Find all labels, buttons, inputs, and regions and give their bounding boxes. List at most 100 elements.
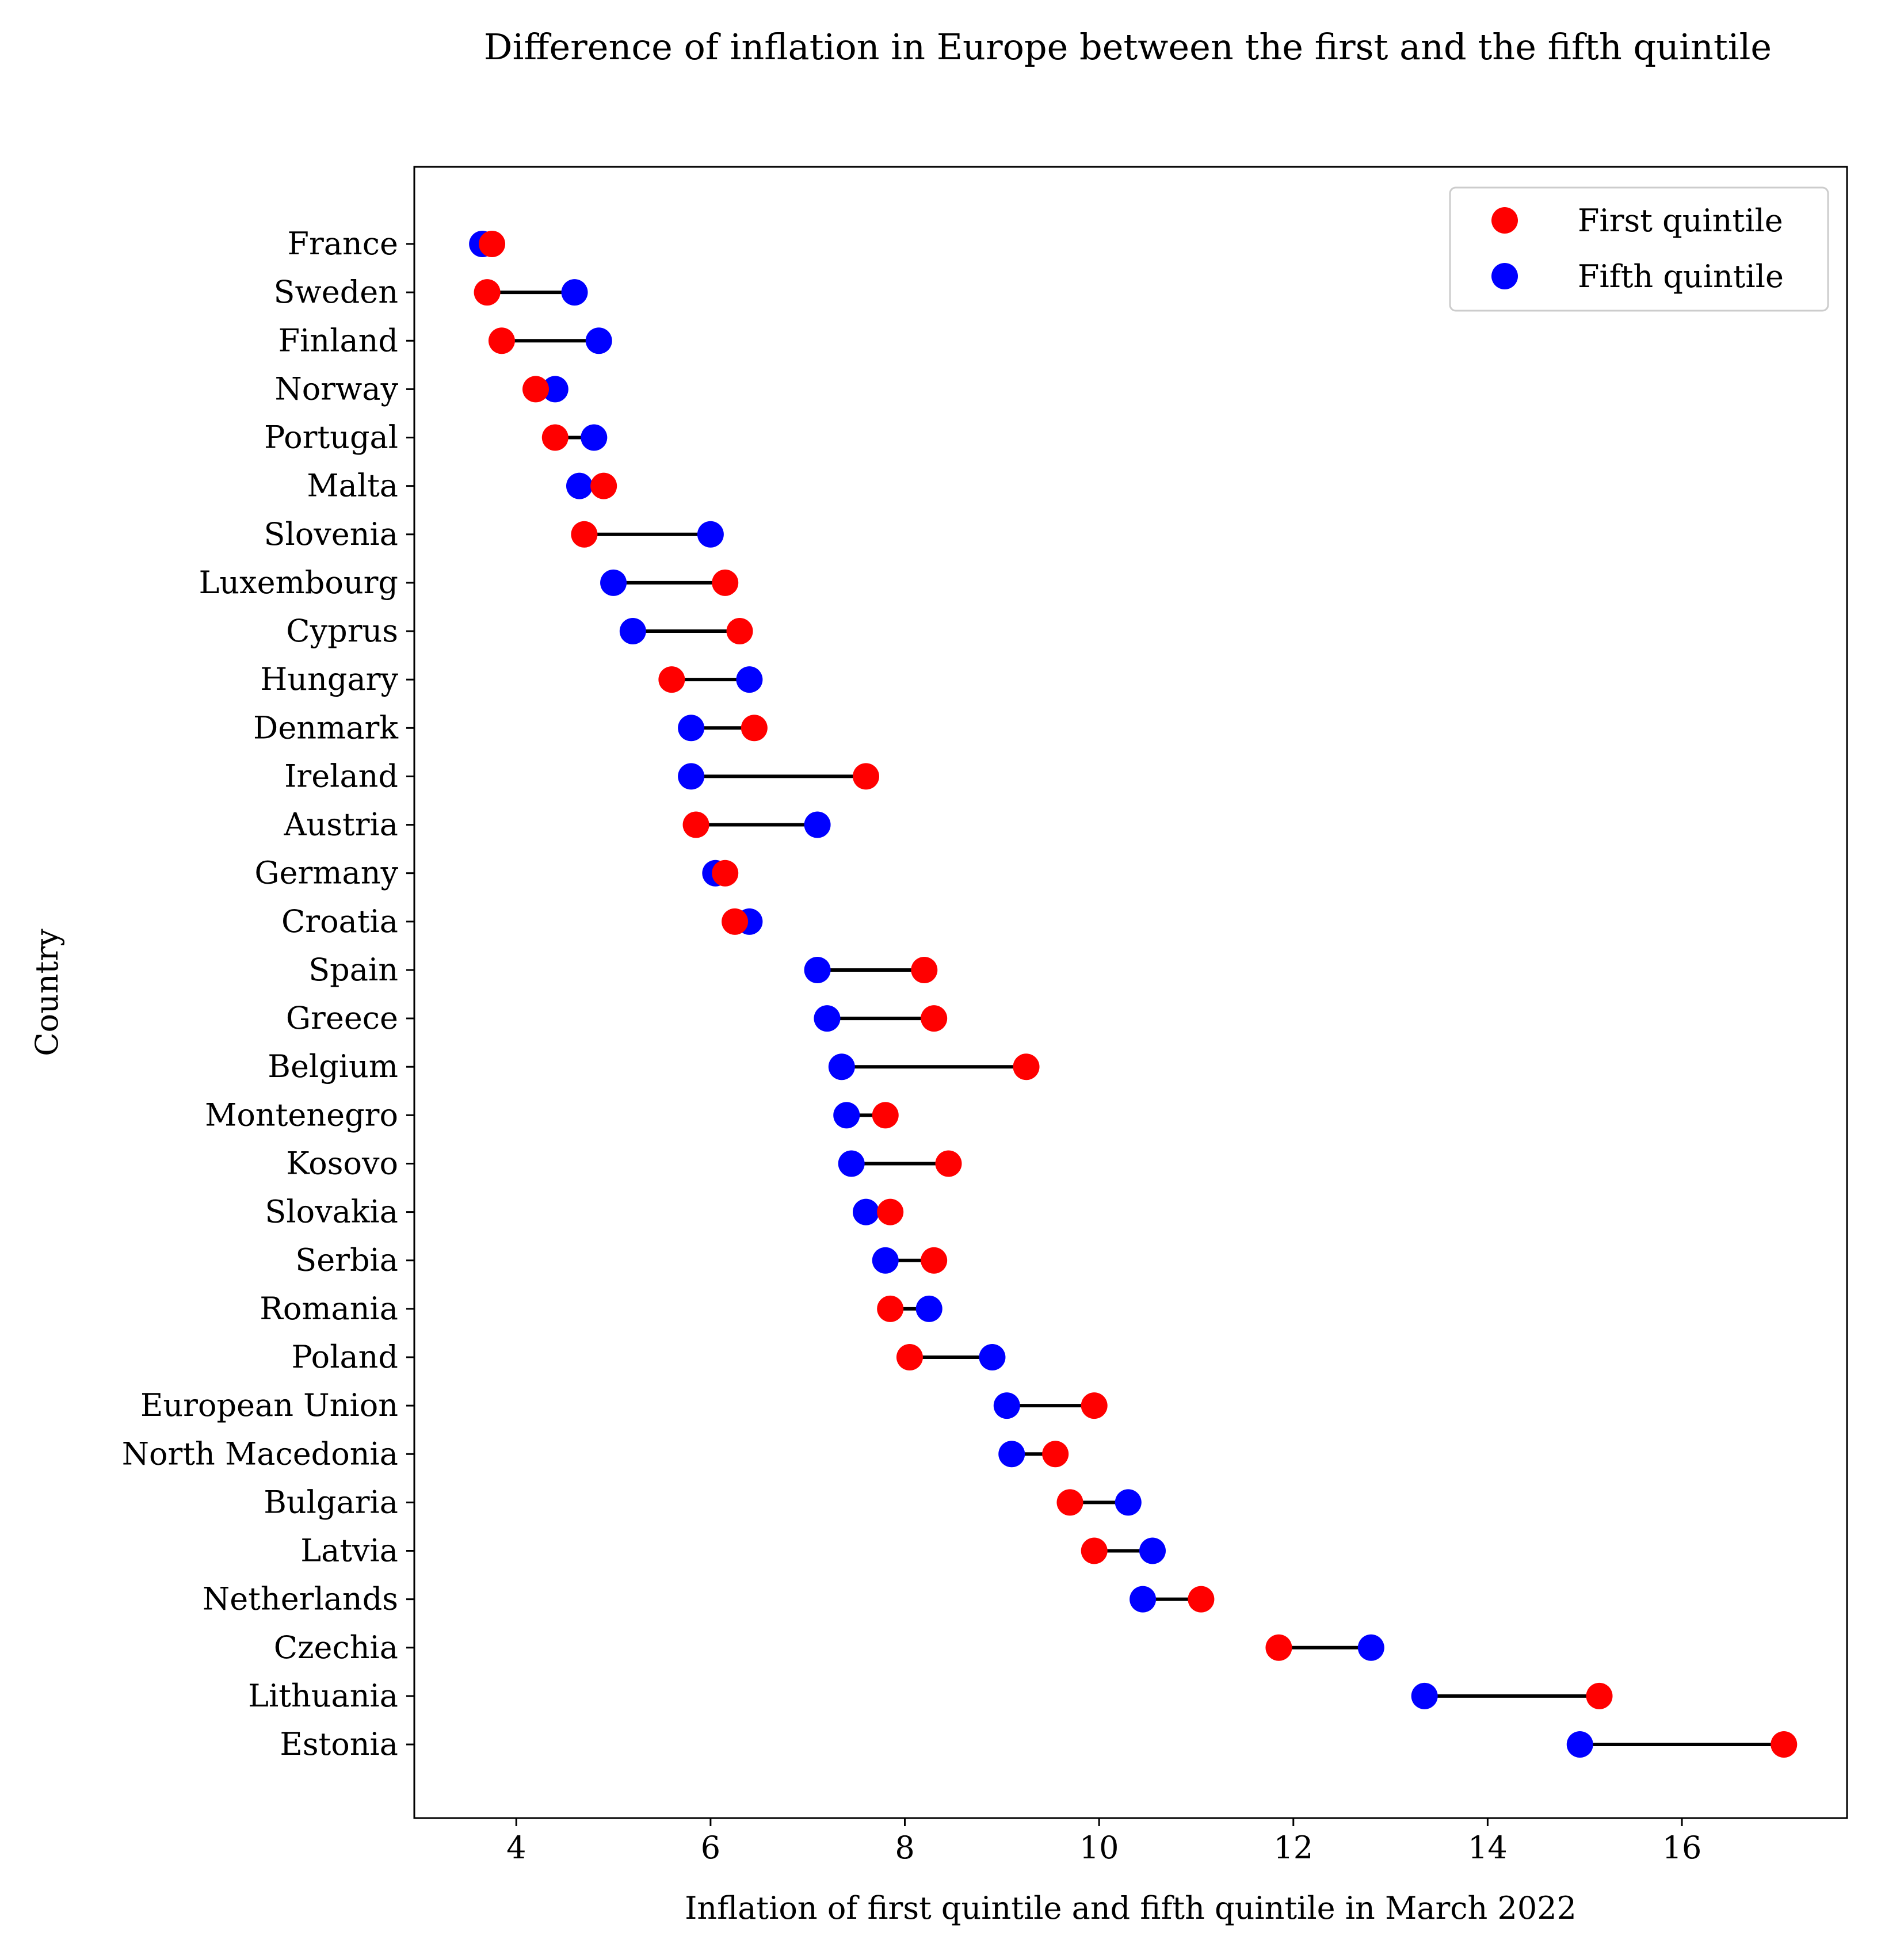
y-tick-label: Hungary: [260, 661, 398, 697]
y-tick-label: Serbia: [295, 1242, 398, 1278]
y-tick-label: Finland: [278, 322, 398, 358]
first-quintile-point: [571, 521, 598, 548]
x-tick-label: 6: [701, 1830, 720, 1866]
chart-title: Difference of inflation in Europe betwee…: [484, 26, 1772, 68]
first-quintile-point: [682, 811, 709, 838]
first-quintile-point: [741, 715, 768, 742]
fifth-quintile-point: [566, 472, 593, 499]
fifth-quintile-point: [678, 715, 705, 742]
fifth-quintile-point: [600, 569, 627, 596]
plot-frame: [413, 166, 1848, 1819]
fifth-quintile-point: [1115, 1489, 1142, 1516]
first-quintile-point: [852, 763, 879, 790]
first-quintile-point: [712, 860, 739, 887]
fifth-quintile-point: [993, 1392, 1020, 1419]
legend-fifth-quintile-label: Fifth quintile: [1578, 258, 1784, 295]
y-tick-label: Germany: [254, 855, 398, 891]
y-tick-label: Slovenia: [264, 516, 398, 552]
first-quintile-point: [877, 1198, 904, 1225]
fifth-quintile-point: [872, 1247, 899, 1274]
first-quintile-point: [921, 1247, 948, 1274]
first-quintile-point: [541, 424, 568, 451]
fifth-quintile-point: [804, 811, 831, 838]
fifth-quintile-points: [469, 231, 1593, 1758]
fifth-quintile-point: [852, 1198, 879, 1225]
y-tick-label: Malta: [307, 468, 398, 504]
y-tick-label: Norway: [275, 371, 399, 407]
first-quintile-point: [1771, 1731, 1798, 1758]
first-quintile-point: [722, 908, 749, 935]
y-tick-label: North Macedonia: [122, 1435, 398, 1472]
fifth-quintile-point: [585, 327, 612, 354]
fifth-quintile-point: [736, 666, 763, 693]
fifth-quintile-point: [1139, 1537, 1166, 1564]
fifth-quintile-point: [678, 763, 705, 790]
fifth-quintile-point: [1566, 1731, 1593, 1758]
first-quintile-point: [1056, 1489, 1083, 1516]
x-tick-label: 16: [1662, 1830, 1702, 1866]
y-tick-label: Austria: [284, 807, 398, 843]
first-quintile-point: [1081, 1392, 1108, 1419]
fifth-quintile-point: [998, 1441, 1025, 1468]
y-tick-label: Bulgaria: [264, 1484, 398, 1520]
x-axis-label: Inflation of first quintile and fifth qu…: [685, 1890, 1577, 1926]
fifth-quintile-point: [561, 279, 588, 306]
first-quintile-point: [921, 1005, 948, 1032]
x-tick-label: 4: [506, 1830, 526, 1866]
first-quintile-point: [877, 1295, 904, 1322]
y-tick-label: Slovakia: [265, 1194, 398, 1230]
fifth-quintile-point: [1130, 1586, 1157, 1613]
first-quintile-point: [935, 1150, 962, 1177]
fifth-quintile-point: [1357, 1634, 1384, 1661]
y-tick-label: Greece: [286, 1000, 398, 1036]
first-quintile-point: [1586, 1682, 1613, 1709]
y-axis-label: Country: [29, 929, 65, 1056]
first-quintile-point: [872, 1102, 899, 1129]
legend-fifth-quintile-marker: [1491, 263, 1518, 289]
fifth-quintile-point: [814, 1005, 841, 1032]
fifth-quintile-point: [541, 376, 568, 403]
x-tick-label: 10: [1079, 1830, 1119, 1866]
first-quintile-point: [1013, 1053, 1040, 1080]
fifth-quintile-point: [828, 1053, 855, 1080]
y-axis-ticks: France Sweden Finland Norway Portugal Malta Sl…: [122, 226, 414, 1762]
y-tick-label: Portugal: [264, 419, 398, 456]
first-quintile-point: [590, 472, 617, 499]
y-tick-label: Czechia: [274, 1629, 398, 1666]
first-quintile-point: [1188, 1586, 1215, 1613]
first-quintile-point: [896, 1343, 923, 1370]
fifth-quintile-point: [979, 1343, 1006, 1370]
first-quintile-point: [1042, 1441, 1069, 1468]
x-tick-label: 8: [895, 1830, 914, 1866]
first-quintile-point: [479, 231, 506, 257]
x-axis-ticks: 4 6 8 10 12 14 16: [506, 1818, 1701, 1866]
y-tick-label: Kosovo: [286, 1145, 398, 1181]
y-tick-label: Belgium: [268, 1048, 398, 1085]
fifth-quintile-point: [697, 521, 724, 548]
y-tick-label: Poland: [292, 1339, 398, 1375]
y-tick-label: Estonia: [280, 1726, 398, 1762]
first-quintile-point: [522, 376, 550, 403]
y-tick-label: Croatia: [281, 903, 398, 940]
y-tick-label: France: [288, 226, 398, 262]
y-tick-label: Lithuania: [248, 1678, 398, 1714]
x-tick-label: 14: [1468, 1830, 1508, 1866]
first-quintile-point: [1265, 1634, 1292, 1661]
legend-box: [1449, 186, 1829, 312]
y-tick-label: Luxembourg: [199, 564, 399, 601]
first-quintile-point: [712, 569, 739, 596]
first-quintile-points: [474, 231, 1798, 1758]
fifth-quintile-point: [915, 1295, 943, 1322]
legend-first-quintile-marker: [1491, 207, 1518, 234]
y-tick-label: Denmark: [253, 709, 399, 746]
y-tick-label: Latvia: [300, 1533, 398, 1569]
fifth-quintile-point: [833, 1102, 860, 1129]
fifth-quintile-point: [619, 618, 646, 645]
y-tick-label: Cyprus: [286, 613, 398, 649]
y-tick-label: Netherlands: [203, 1581, 398, 1617]
fifth-quintile-point: [838, 1150, 865, 1177]
y-tick-label: Spain: [308, 952, 398, 988]
legend-first-quintile-label: First quintile: [1578, 203, 1783, 239]
y-tick-label: Sweden: [274, 274, 398, 310]
